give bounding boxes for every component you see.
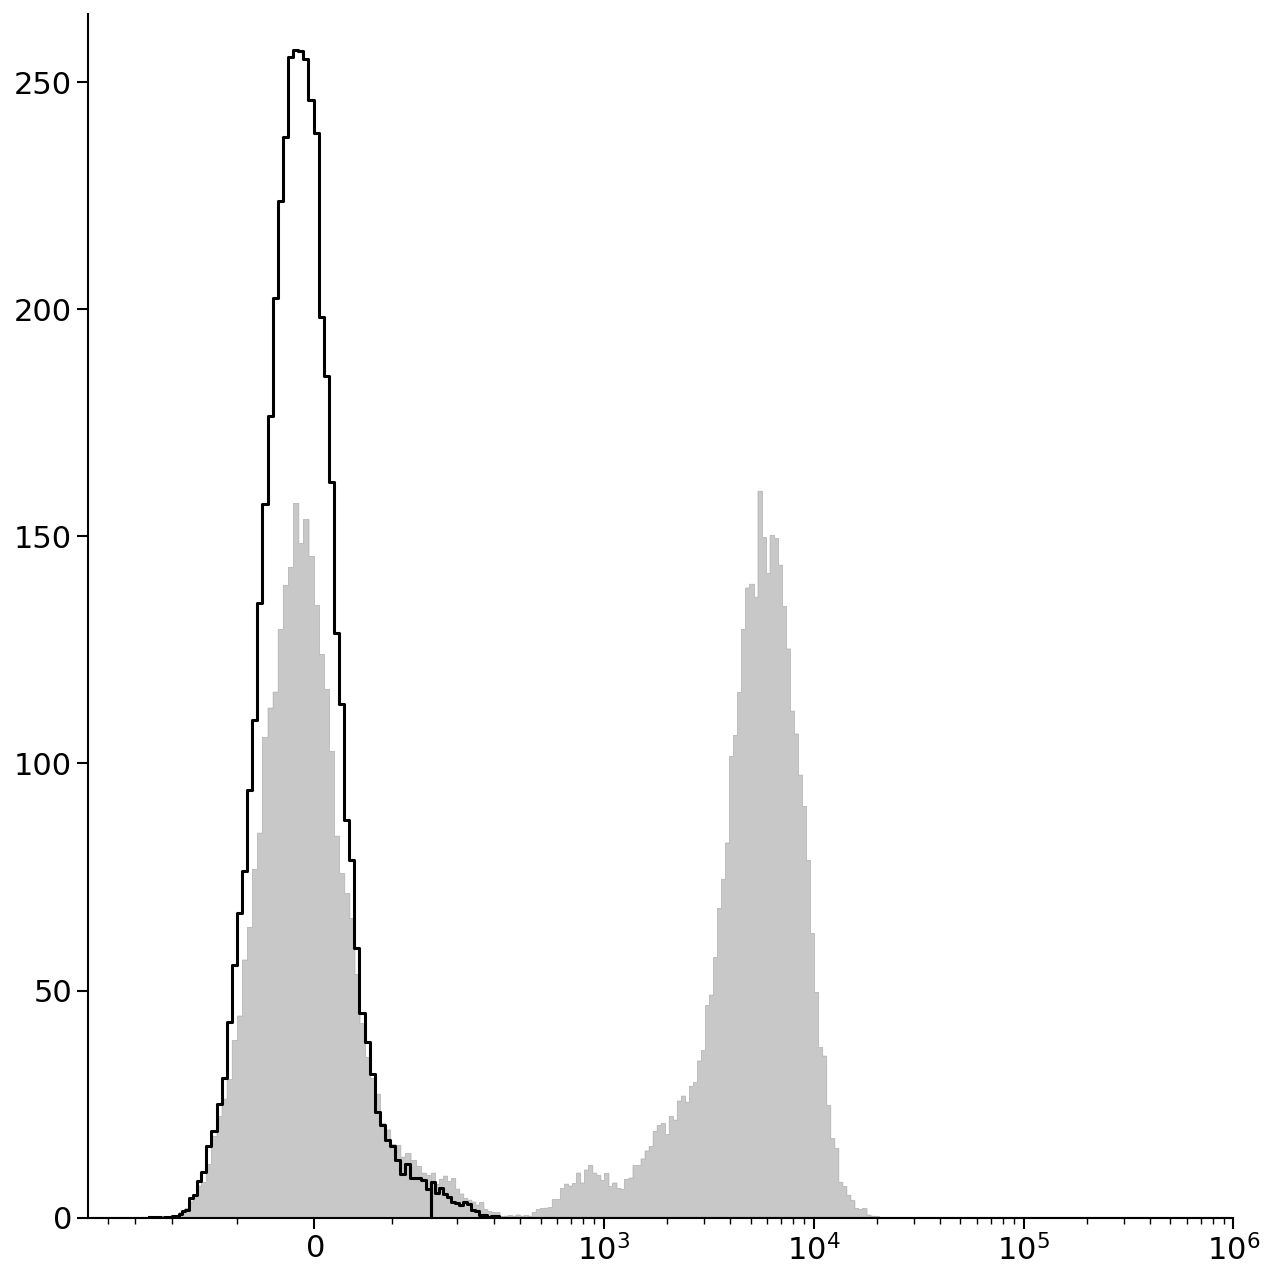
Polygon shape bbox=[88, 490, 1233, 1217]
